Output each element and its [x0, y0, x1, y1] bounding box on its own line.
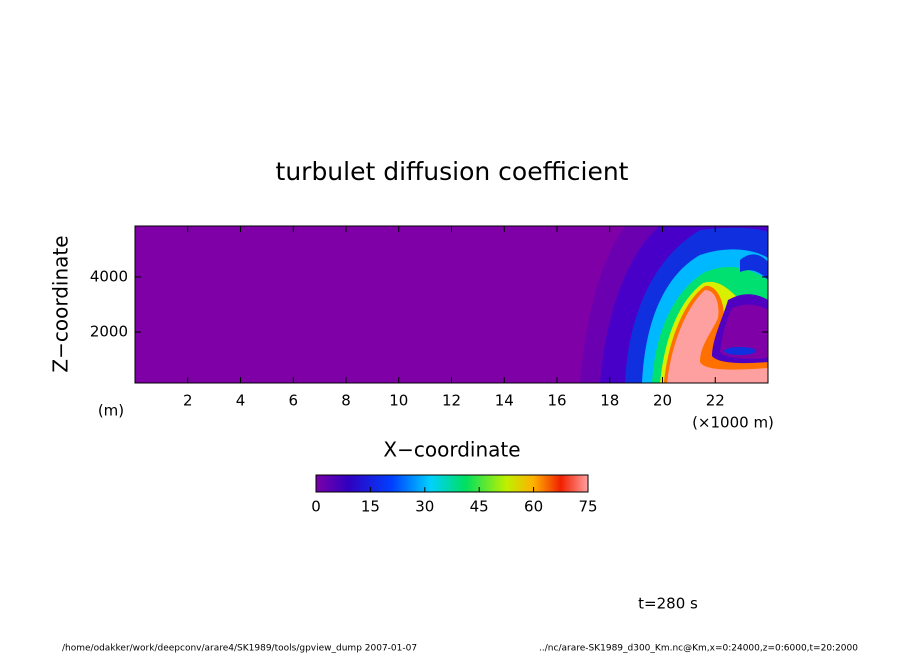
x-tick-label: 14 [495, 392, 514, 410]
colorbar [315, 474, 589, 493]
x-tick-label: 20 [653, 392, 672, 410]
x-tick-label: 16 [547, 392, 566, 410]
x-tick-label: 18 [600, 392, 619, 410]
colorbar-tick-label: 45 [470, 498, 489, 516]
x-tick-label: 4 [236, 392, 246, 410]
colorbar-tick-label: 30 [415, 498, 434, 516]
annotation: t=280 s [638, 595, 698, 613]
y-unit: (m) [98, 402, 124, 420]
x-tick-label: 6 [288, 392, 298, 410]
footer-right: ../nc/arare-SK1989_d300_Km.nc@Km,x=0:240… [539, 644, 858, 654]
footer-left: /home/odakker/work/deepconv/arare4/SK198… [62, 644, 417, 654]
y-tick-label: 2000 [90, 323, 128, 341]
x-tick-label: 22 [706, 392, 725, 410]
x-axis-label: X−coordinate [383, 438, 520, 462]
x-tick-label: 12 [442, 392, 461, 410]
colorbar-tick-label: 0 [311, 498, 321, 516]
colorbar-tick-label: 60 [524, 498, 543, 516]
colorbar-tick-label: 75 [578, 498, 597, 516]
x-unit: (×1000 m) [692, 414, 774, 432]
x-tick-label: 2 [183, 392, 193, 410]
y-tick-label: 4000 [90, 267, 128, 285]
x-tick-label: 8 [341, 392, 351, 410]
y-axis-label: Z−coordinate [49, 235, 73, 372]
x-tick-label: 10 [389, 392, 408, 410]
colorbar-tick-label: 15 [361, 498, 380, 516]
contour-field [135, 226, 768, 383]
chart-title: turbulet diffusion coefficient [276, 157, 629, 186]
